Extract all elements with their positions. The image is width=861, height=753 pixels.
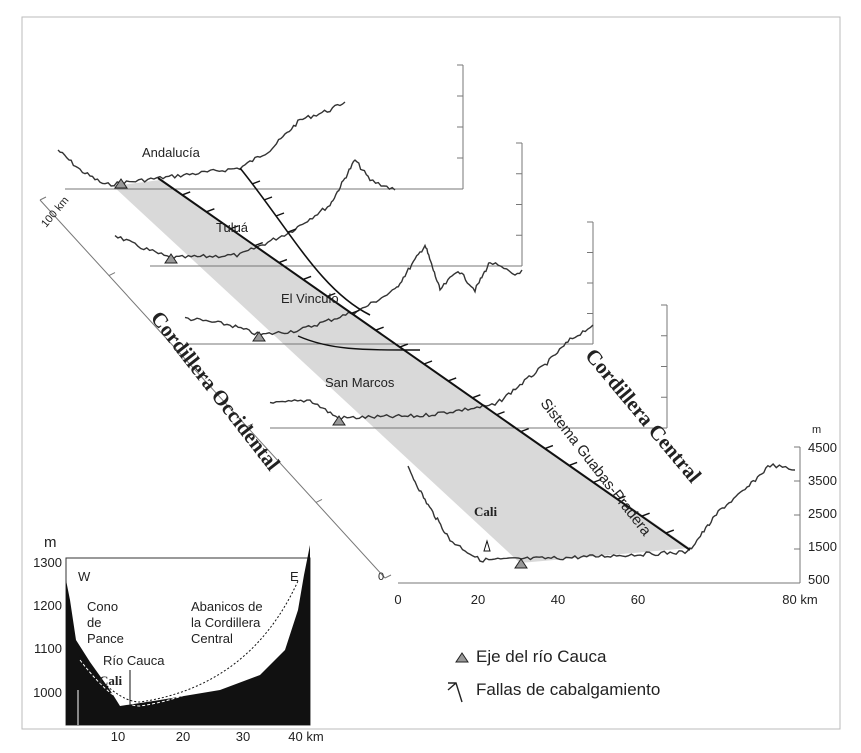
fault-tooth xyxy=(303,276,311,279)
inset-side: W xyxy=(78,569,91,584)
inset-y-unit: m xyxy=(44,534,57,551)
y-tick-label: 1500 xyxy=(808,539,837,554)
y-tick-label: 3500 xyxy=(808,473,837,488)
inset-y-tick: 1000 xyxy=(33,685,62,700)
legend-fault xyxy=(448,683,462,702)
x-tick-label: 0 xyxy=(394,592,401,607)
figure: Andalucía Tuluá El Vinculo San Marcos Ca… xyxy=(0,0,861,748)
fault-tooth xyxy=(264,197,272,200)
x-tick-label: 60 xyxy=(631,592,645,607)
inset-label: Río Cauca xyxy=(103,653,165,668)
inset-label: la Cordillera xyxy=(191,615,261,630)
fault-tooth xyxy=(279,260,287,263)
fault-tooth xyxy=(545,446,553,449)
x-tick-label: 20 xyxy=(471,592,485,607)
inset-y-tick: 1200 xyxy=(33,598,62,613)
x-tick-label: 40 xyxy=(551,592,565,607)
fault-tooth xyxy=(424,361,432,364)
x-tick-label: 80 km xyxy=(782,592,817,607)
inset-x-tick: 40 km xyxy=(288,729,323,744)
fault-tooth xyxy=(666,530,674,533)
inset-x-tick: 20 xyxy=(176,729,190,744)
y-tick-label: 500 xyxy=(808,572,830,587)
y-unit: m xyxy=(812,424,821,436)
depth-label: 100 km xyxy=(39,195,71,230)
inset-label: Cali xyxy=(99,673,123,688)
fault-tooth xyxy=(400,344,408,347)
place-label: Cali xyxy=(474,504,498,519)
inset-label: Pance xyxy=(87,631,124,646)
range-label: Cordillera Occidental xyxy=(146,306,285,475)
inset-label: Abanicos de xyxy=(191,599,263,614)
fault-tooth xyxy=(182,192,190,195)
fault-tooth xyxy=(521,429,529,432)
depth-tick xyxy=(109,273,115,276)
inset-x-tick: 10 xyxy=(111,729,125,744)
fault-tooth xyxy=(252,181,260,184)
inset-label: de xyxy=(87,615,101,630)
inset-label: Central xyxy=(191,631,233,646)
fault-tooth xyxy=(376,327,384,330)
inset-y-tick: 1300 xyxy=(33,555,62,570)
fault-tooth xyxy=(569,462,577,465)
inset-x-tick: 30 xyxy=(236,729,250,744)
depth-tick xyxy=(316,499,322,502)
fault-tooth xyxy=(206,209,214,212)
topo-profile xyxy=(58,102,345,186)
place-label: Andalucía xyxy=(142,145,201,160)
fault-tooth xyxy=(448,378,456,381)
fault-tooth xyxy=(276,213,284,216)
cali-marker xyxy=(484,541,490,551)
inset-y-tick: 1100 xyxy=(34,641,62,656)
inset-label: Cono xyxy=(87,599,118,614)
place-label: San Marcos xyxy=(325,375,395,390)
depth-tick xyxy=(40,197,46,200)
legend-label: Eje del río Cauca xyxy=(476,647,607,666)
legend-triangle xyxy=(456,653,468,662)
fault-tooth xyxy=(497,412,505,415)
inset-side: E xyxy=(290,569,299,584)
y-tick-label: 2500 xyxy=(808,506,837,521)
place-label: Tuluá xyxy=(216,220,249,235)
depth-label: 0 xyxy=(378,571,384,583)
legend-label: Fallas de cabalgamiento xyxy=(476,680,660,699)
fault-tooth xyxy=(472,395,480,398)
y-tick-label: 4500 xyxy=(808,440,837,455)
depth-tick xyxy=(385,575,391,578)
place-label: El Vinculo xyxy=(281,291,339,306)
